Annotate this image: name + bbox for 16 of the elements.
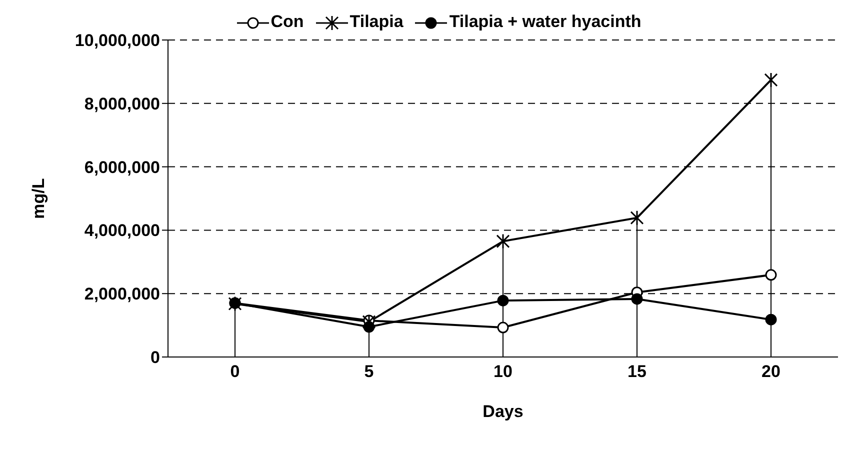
- legend-label: Tilapia: [348, 12, 404, 32]
- y-axis-title: mg/L: [29, 178, 48, 219]
- legend-label: Con: [270, 12, 304, 32]
- x-tick-label: 0: [230, 362, 240, 382]
- x-axis-title: Days: [482, 402, 524, 421]
- x-tick-label: 20: [762, 362, 780, 382]
- y-tick-label: 0: [150, 348, 160, 368]
- y-tick-label: 10,000,000: [74, 31, 160, 50]
- x-tick-label: 15: [628, 362, 646, 382]
- y-tick-label: 2,000,000: [84, 284, 160, 304]
- y-tick-label: 8,000,000: [84, 94, 160, 114]
- x-tick-label: 10: [494, 362, 512, 382]
- y-tick-label: 6,000,000: [84, 158, 160, 177]
- y-tick-label: 4,000,000: [84, 221, 160, 240]
- legend-label: Tilapia + water hyacinth: [448, 12, 642, 32]
- x-tick-label: 5: [364, 362, 374, 382]
